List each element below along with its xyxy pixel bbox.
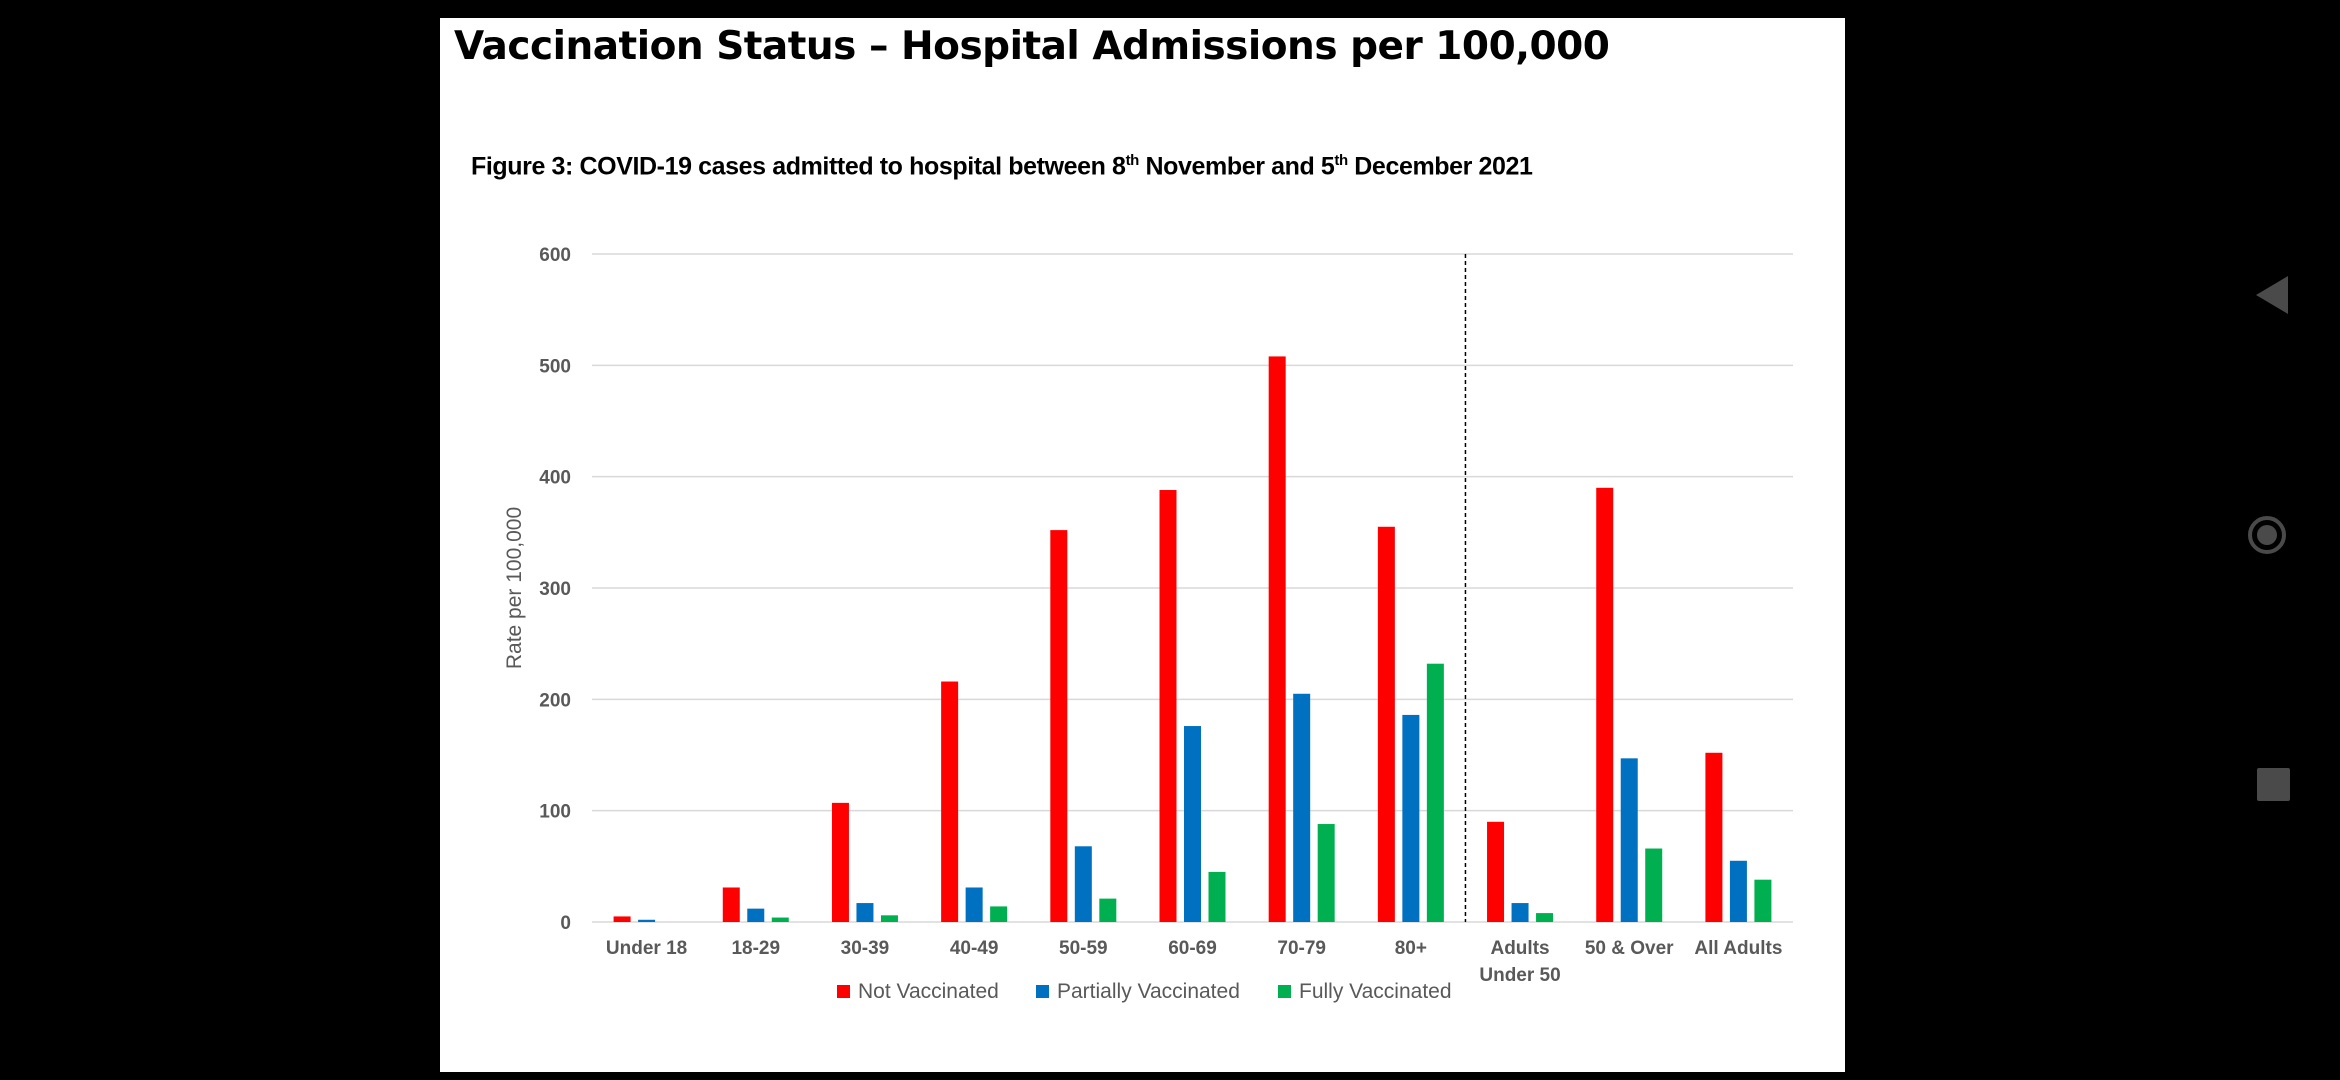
caption-part-1: Figure 3: COVID-19 cases admitted to hos… (471, 152, 1126, 181)
y-tick-label: 300 (539, 579, 571, 600)
bar (1705, 752, 1723, 922)
bar (1596, 487, 1614, 922)
figure-caption: Figure 3: COVID-19 cases admitted to hos… (471, 152, 1533, 181)
recent-square-icon[interactable] (2257, 768, 2290, 801)
x-tick-label: 70-79 (1277, 938, 1326, 959)
caption-superscript-1: th (1125, 152, 1140, 169)
bar (1402, 714, 1420, 922)
bar (990, 906, 1008, 922)
bar (1536, 913, 1554, 922)
bar (1050, 530, 1068, 922)
bar (1159, 490, 1177, 922)
bar (1317, 824, 1335, 922)
y-tick-label: 500 (539, 356, 571, 377)
bar (1184, 726, 1201, 922)
bar (1620, 758, 1638, 922)
y-tick-label: 400 (539, 468, 571, 489)
legend-swatch (1036, 985, 1049, 998)
x-tick-label: All Adults (1694, 938, 1782, 959)
legend-label: Fully Vaccinated (1299, 980, 1452, 1003)
bar (613, 916, 631, 922)
x-tick-label: 80+ (1395, 938, 1427, 959)
caption-superscript-2: th (1334, 152, 1348, 169)
x-tick-label: 18-29 (731, 938, 780, 959)
slide-title: Vaccination Status – Hospital Admissions… (454, 24, 1610, 69)
bar (1645, 848, 1663, 922)
x-tick-label: 50 & Over (1585, 938, 1674, 959)
bar (1487, 821, 1505, 922)
bar (1208, 871, 1226, 922)
caption-part-3: December 2021 (1347, 152, 1533, 181)
bar (1754, 879, 1772, 922)
bar (1511, 903, 1529, 922)
home-circle-icon[interactable] (2248, 516, 2286, 554)
bar (747, 908, 765, 922)
bar (1426, 663, 1444, 922)
bar (1268, 356, 1286, 923)
y-axis-label: Rate per 100,000 (503, 507, 526, 669)
x-tick-label: 40-49 (950, 938, 999, 959)
bar (771, 917, 789, 922)
x-tick-label: Under 50 (1479, 965, 1560, 986)
legend-swatch (1278, 985, 1291, 998)
bar (1099, 898, 1117, 922)
bar (1074, 846, 1092, 922)
legend-swatch (837, 985, 850, 998)
x-tick-label: 30-39 (841, 938, 890, 959)
bar (941, 681, 959, 922)
y-tick-label: 600 (539, 245, 571, 266)
slide: Vaccination Status – Hospital Admissions… (440, 18, 1845, 1072)
bar (880, 915, 898, 922)
bar (831, 802, 849, 922)
bar-chart: 0 100 200 300 400 500 600 Rate per 100,000 Under… (503, 245, 1793, 1003)
y-tick-label: 100 (539, 802, 571, 823)
bar (1377, 526, 1395, 922)
bar (856, 903, 874, 922)
bar (1293, 693, 1311, 922)
home-circle-inner-icon (2257, 525, 2277, 545)
legend-label: Partially Vaccinated (1057, 980, 1240, 1003)
bar (965, 887, 983, 922)
back-triangle-icon[interactable] (2256, 276, 2288, 314)
bar (722, 887, 740, 922)
caption-part-2: November and 5 (1138, 152, 1335, 181)
bar (1729, 860, 1747, 922)
x-tick-label: Under 18 (606, 938, 687, 959)
x-tick-label: Adults (1490, 938, 1549, 959)
x-tick-label: 60-69 (1168, 938, 1217, 959)
bar (638, 919, 656, 922)
y-tick-label: 0 (560, 913, 571, 934)
legend-label: Not Vaccinated (858, 980, 999, 1003)
x-tick-label: 50-59 (1059, 938, 1108, 959)
y-tick-label: 200 (539, 690, 571, 711)
